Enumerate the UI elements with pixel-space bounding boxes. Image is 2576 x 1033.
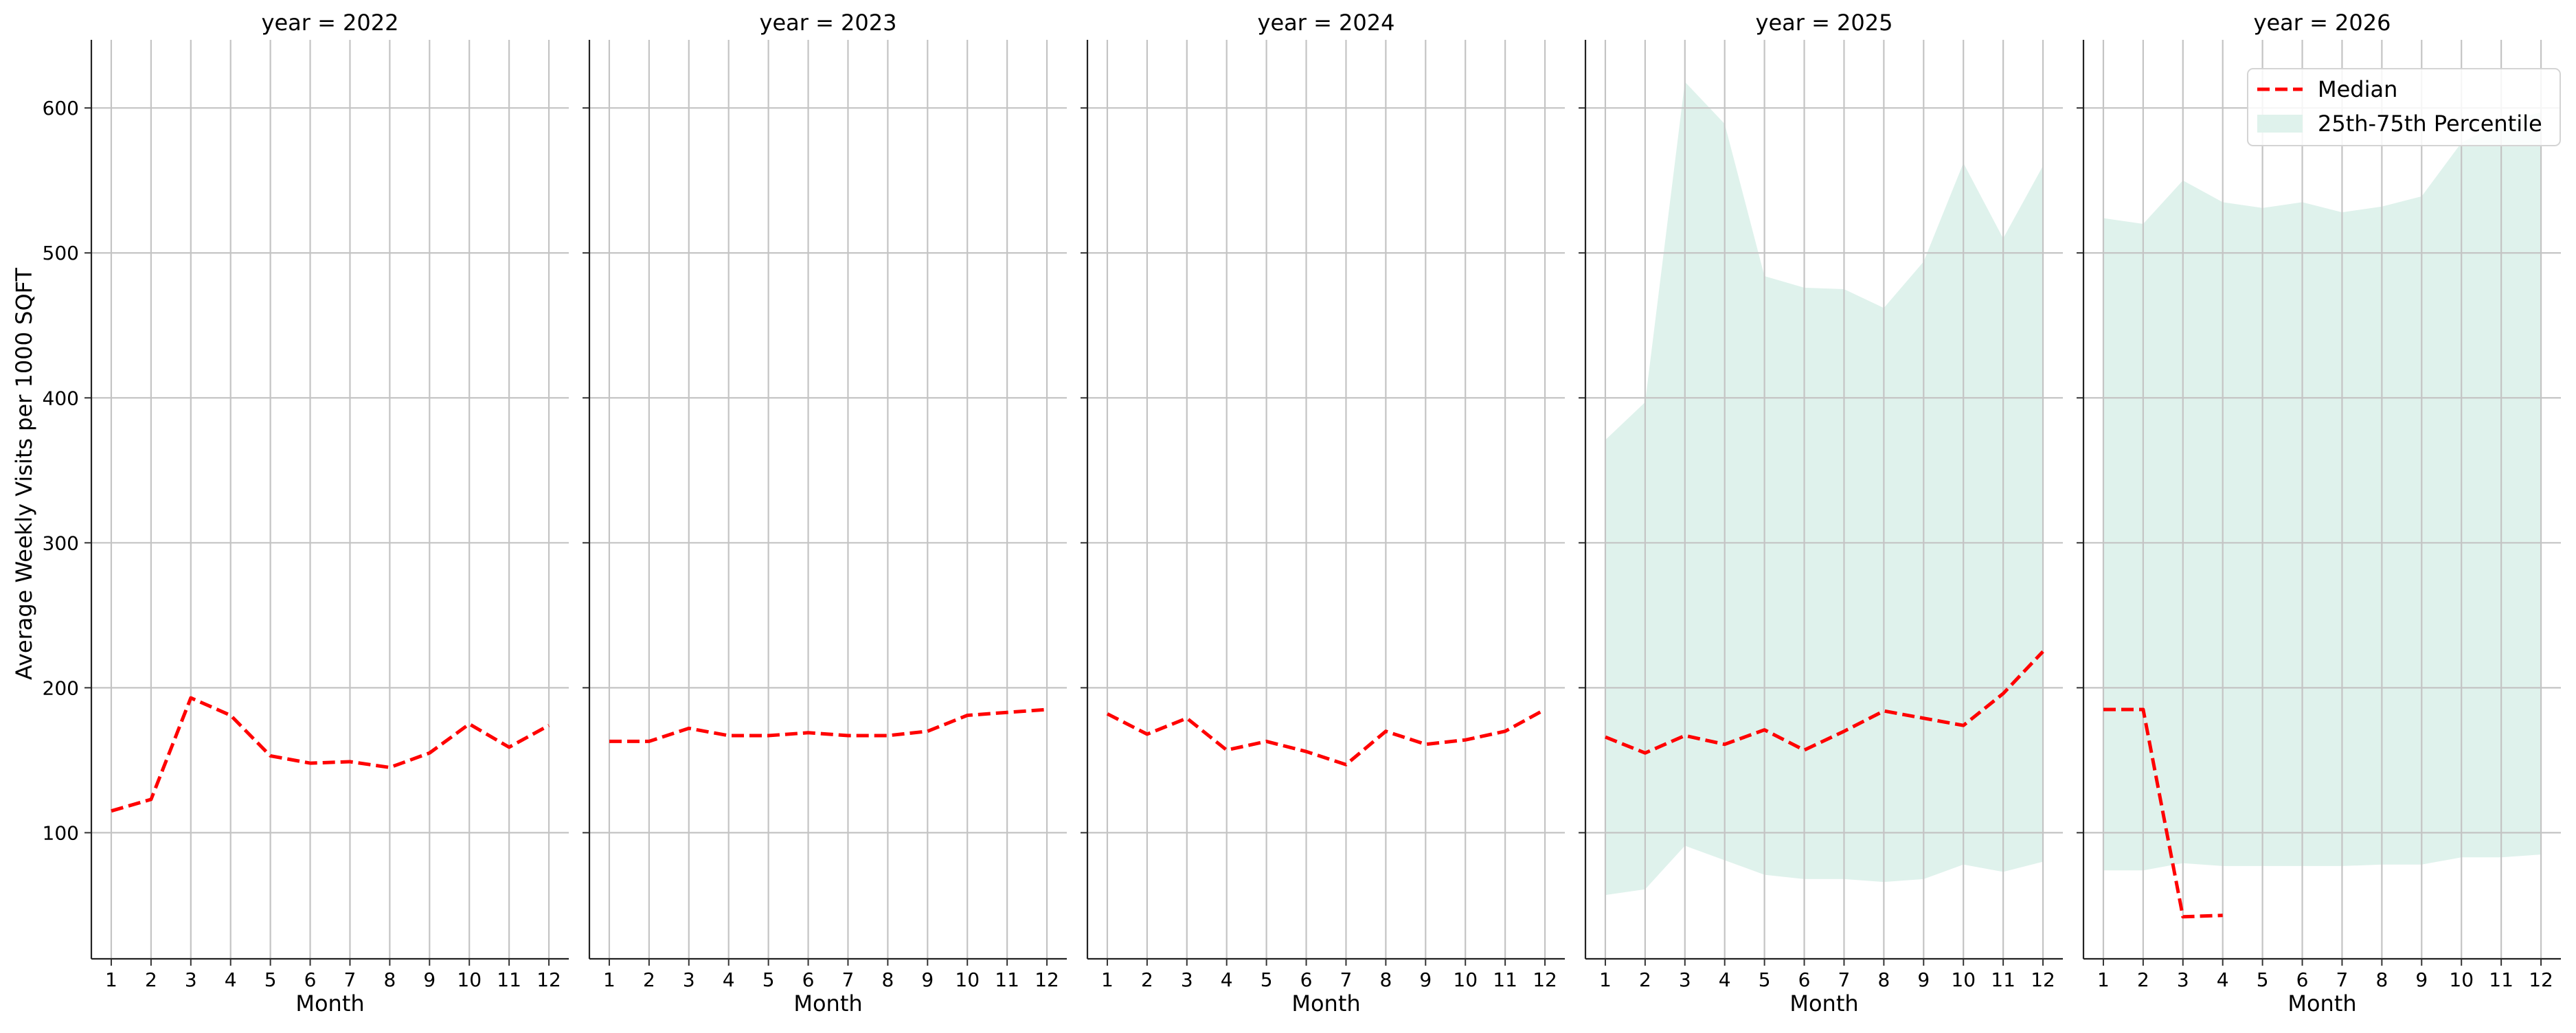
panel-title: year = 2026 — [2254, 10, 2391, 36]
y-tick-label: 100 — [43, 821, 79, 844]
x-tick-label: 1 — [2097, 968, 2110, 991]
x-axis-label: Month — [793, 990, 862, 1017]
x-tick-label: 8 — [1379, 968, 1392, 991]
x-tick-label: 8 — [2375, 968, 2388, 991]
x-tick-label: 8 — [1877, 968, 1890, 991]
x-axis-label: Month — [1789, 990, 1858, 1017]
median-line — [609, 707, 1048, 743]
x-tick-label: 5 — [2257, 968, 2269, 991]
x-tick-label: 3 — [683, 968, 695, 991]
x-tick-label: 6 — [1798, 968, 1811, 991]
x-tick-label: 12 — [1533, 968, 1557, 991]
x-tick-label: 10 — [1453, 968, 1478, 991]
x-tick-label: 2 — [2137, 968, 2149, 991]
percentile-band — [1605, 82, 2043, 896]
x-tick-label: 8 — [881, 968, 894, 991]
x-tick-label: 4 — [1719, 968, 1731, 991]
x-tick-label: 3 — [1181, 968, 1193, 991]
x-tick-label: 5 — [1261, 968, 1273, 991]
x-tick-label: 9 — [423, 968, 436, 991]
x-tick-label: 11 — [1493, 968, 1517, 991]
panel-title: year = 2022 — [262, 10, 399, 36]
x-tick-label: 1 — [105, 968, 117, 991]
y-tick-label: 600 — [43, 97, 79, 120]
x-tick-label: 5 — [264, 968, 277, 991]
x-tick-label: 6 — [304, 968, 317, 991]
x-tick-label: 5 — [1759, 968, 1771, 991]
x-tick-label: 8 — [383, 968, 396, 991]
panel-title: year = 2023 — [760, 10, 897, 36]
x-tick-label: 1 — [1101, 968, 1114, 991]
x-tick-label: 10 — [457, 968, 482, 991]
x-axis-label: Month — [1291, 990, 1360, 1017]
x-tick-label: 4 — [225, 968, 237, 991]
x-tick-label: 2 — [1141, 968, 1153, 991]
x-tick-label: 2 — [643, 968, 655, 991]
panel-title: year = 2024 — [1258, 10, 1395, 36]
legend: Median 25th-75th Percentile — [2247, 68, 2561, 146]
x-tick-label: 1 — [603, 968, 615, 991]
x-tick-label: 3 — [2177, 968, 2189, 991]
x-tick-label: 7 — [344, 968, 357, 991]
x-tick-label: 9 — [1419, 968, 1432, 991]
median-line — [1106, 707, 1546, 767]
y-tick-label: 300 — [43, 532, 79, 554]
x-tick-label: 9 — [2415, 968, 2428, 991]
x-tick-label: 3 — [1679, 968, 1691, 991]
legend-box — [2247, 68, 2561, 146]
y-tick-label: 200 — [43, 677, 79, 699]
x-tick-label: 1 — [1599, 968, 1612, 991]
x-tick-label: 3 — [185, 968, 197, 991]
x-tick-label: 7 — [2336, 968, 2349, 991]
y-tick-label: 400 — [43, 387, 79, 409]
median-line — [2103, 707, 2223, 919]
x-tick-label: 6 — [802, 968, 815, 991]
x-tick-label: 7 — [842, 968, 855, 991]
x-tick-label: 10 — [955, 968, 980, 991]
x-tick-label: 2 — [1639, 968, 1651, 991]
x-tick-label: 4 — [1221, 968, 1233, 991]
x-tick-label: 6 — [2296, 968, 2309, 991]
x-tick-label: 7 — [1340, 968, 1353, 991]
legend-percentile-swatch — [2257, 115, 2303, 133]
x-tick-label: 7 — [1838, 968, 1851, 991]
x-tick-label: 12 — [536, 968, 561, 991]
x-tick-label: 11 — [2489, 968, 2513, 991]
x-tick-label: 9 — [1917, 968, 1930, 991]
x-tick-label: 2 — [145, 968, 157, 991]
x-tick-label: 10 — [1951, 968, 1976, 991]
panel-title: year = 2025 — [1756, 10, 1893, 36]
x-tick-label: 11 — [1991, 968, 2015, 991]
x-tick-label: 12 — [2031, 968, 2055, 991]
y-tick-label: 500 — [43, 242, 79, 264]
x-tick-label: 6 — [1300, 968, 1313, 991]
x-tick-label: 12 — [1035, 968, 1059, 991]
x-axis-label: Month — [295, 990, 364, 1017]
x-tick-label: 4 — [2217, 968, 2229, 991]
x-tick-label: 11 — [995, 968, 1019, 991]
median-line — [1605, 650, 2044, 755]
percentile-band — [2103, 112, 2541, 871]
x-tick-label: 9 — [921, 968, 934, 991]
median-line — [111, 696, 550, 813]
legend-label: Median — [2318, 76, 2397, 102]
x-tick-label: 4 — [723, 968, 735, 991]
x-tick-label: 5 — [762, 968, 775, 991]
x-tick-label: 10 — [2449, 968, 2474, 991]
y-axis-label: Average Weekly Visits per 1000 SQFT — [11, 267, 37, 680]
x-tick-label: 12 — [2529, 968, 2553, 991]
x-axis-label: Month — [2287, 990, 2356, 1017]
legend-label: 25th-75th Percentile — [2318, 111, 2542, 137]
x-tick-label: 11 — [497, 968, 521, 991]
